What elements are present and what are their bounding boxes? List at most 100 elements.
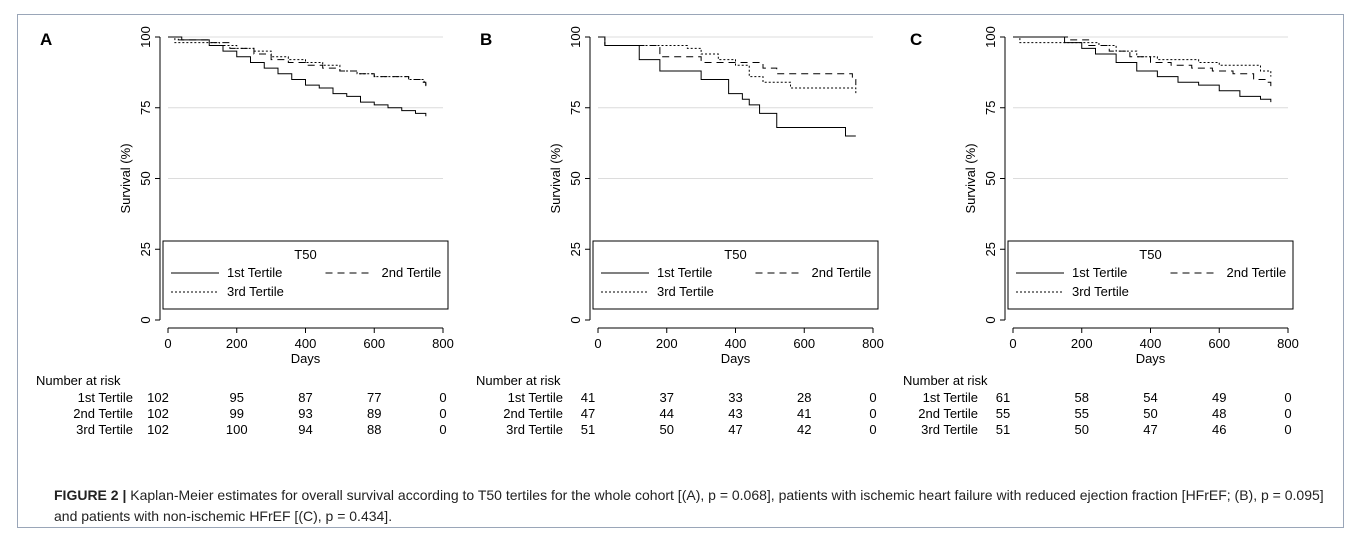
y-tick-label: 0 [983, 316, 998, 323]
y-tick-label: 75 [983, 101, 998, 115]
legend: T50 1st Tertile 2nd Tertile 3rd Tertile [1007, 240, 1294, 310]
risk-row-label: 3rd Tertile [921, 422, 978, 437]
x-axis-title: Days [291, 351, 321, 366]
series-line-3 [598, 36, 857, 94]
risk-value: 50 [1075, 422, 1089, 437]
series-line-1 [168, 36, 427, 117]
legend-label-1: 1st Tertile [1072, 265, 1127, 280]
risk-value: 47 [581, 406, 595, 421]
risk-value: 0 [1284, 406, 1291, 421]
risk-value: 0 [439, 422, 446, 437]
series-line-1 [1013, 36, 1272, 103]
caption-text: Kaplan-Meier estimates for overall survi… [54, 487, 1324, 524]
risk-value: 94 [298, 422, 312, 437]
x-tick-label: 800 [432, 336, 454, 351]
risk-value: 0 [1284, 422, 1291, 437]
y-tick-label: 0 [568, 316, 583, 323]
risk-value: 43 [728, 406, 742, 421]
risk-row-label: 3rd Tertile [76, 422, 133, 437]
risk-value: 50 [660, 422, 674, 437]
risk-value: 93 [298, 406, 312, 421]
risk-value: 0 [439, 406, 446, 421]
risk-row-label: 2nd Tertile [73, 406, 133, 421]
risk-value: 44 [660, 406, 674, 421]
x-tick-label: 200 [1071, 336, 1093, 351]
risk-value: 28 [797, 390, 811, 405]
risk-value: 48 [1212, 406, 1226, 421]
risk-value: 47 [1143, 422, 1157, 437]
x-tick-label: 600 [363, 336, 385, 351]
risk-value: 55 [996, 406, 1010, 421]
legend-title: T50 [1139, 247, 1161, 262]
risk-value: 100 [226, 422, 248, 437]
risk-value: 0 [869, 406, 876, 421]
series-line-2 [598, 36, 857, 86]
x-tick-label: 400 [725, 336, 747, 351]
x-tick-label: 200 [226, 336, 248, 351]
risk-row-label: 2nd Tertile [503, 406, 563, 421]
y-tick-label: 25 [983, 242, 998, 256]
y-tick-label: 100 [568, 26, 583, 48]
legend-box [1007, 240, 1294, 310]
x-tick-label: 0 [164, 336, 171, 351]
risk-value: 77 [367, 390, 381, 405]
x-tick-label: 200 [656, 336, 678, 351]
risk-value: 51 [996, 422, 1010, 437]
risk-value: 54 [1143, 390, 1157, 405]
risk-table-title: Number at risk [476, 373, 561, 388]
risk-value: 102 [147, 422, 169, 437]
risk-value: 102 [147, 390, 169, 405]
chart-panel-a: A 0 25 50 75 100 0 200 400 600 800 Survival (%) Days… [36, 26, 454, 437]
y-tick-label: 25 [138, 242, 153, 256]
risk-table: Number at risk 1st Tertile 41 37 33 28 0 2nd Te… [476, 373, 877, 437]
risk-value: 41 [797, 406, 811, 421]
risk-value: 61 [996, 390, 1010, 405]
risk-value: 49 [1212, 390, 1226, 405]
x-tick-label: 0 [594, 336, 601, 351]
risk-value: 37 [660, 390, 674, 405]
legend-label-1: 1st Tertile [657, 265, 712, 280]
x-axis-title: Days [1136, 351, 1166, 366]
legend-label-2: 2nd Tertile [812, 265, 872, 280]
legend-label-2: 2nd Tertile [382, 265, 442, 280]
x-tick-label: 400 [1140, 336, 1162, 351]
y-axis-title: Survival (%) [963, 143, 978, 213]
legend-box [592, 240, 879, 310]
risk-value: 50 [1143, 406, 1157, 421]
legend-title: T50 [294, 247, 316, 262]
chart-panel-b: B 0 25 50 75 100 0 200 400 600 800 Survival (%) Days… [476, 26, 884, 437]
y-tick-label: 100 [138, 26, 153, 48]
risk-value: 0 [439, 390, 446, 405]
series-line-2 [168, 36, 427, 88]
risk-row-label: 1st Tertile [78, 390, 133, 405]
x-tick-label: 800 [862, 336, 884, 351]
x-tick-label: 600 [1208, 336, 1230, 351]
series-line-3 [168, 36, 427, 86]
risk-value: 46 [1212, 422, 1226, 437]
figure-caption: FIGURE 2 | Kaplan-Meier estimates for ov… [54, 485, 1344, 527]
legend-label-3: 3rd Tertile [227, 284, 284, 299]
risk-table: Number at risk 1st Tertile 102 95 87 77 0 2nd T… [36, 373, 447, 437]
panel-letter: B [480, 30, 492, 49]
risk-table-title: Number at risk [36, 373, 121, 388]
risk-value: 88 [367, 422, 381, 437]
risk-value: 87 [298, 390, 312, 405]
risk-value: 58 [1075, 390, 1089, 405]
y-tick-label: 75 [138, 101, 153, 115]
legend: T50 1st Tertile 2nd Tertile 3rd Tertile [592, 240, 879, 310]
y-tick-label: 50 [138, 171, 153, 185]
figure-frame: A 0 25 50 75 100 0 200 400 600 800 Survival (%) Days… [17, 14, 1344, 528]
risk-value: 102 [147, 406, 169, 421]
y-tick-label: 0 [138, 316, 153, 323]
y-tick-label: 100 [983, 26, 998, 48]
series-line-3 [1013, 36, 1272, 77]
y-axis-title: Survival (%) [548, 143, 563, 213]
risk-table: Number at risk 1st Tertile 61 58 54 49 0 2nd Te… [903, 373, 1292, 437]
risk-value: 55 [1075, 406, 1089, 421]
risk-value: 95 [230, 390, 244, 405]
risk-row-label: 1st Tertile [923, 390, 978, 405]
figure-charts: A 0 25 50 75 100 0 200 400 600 800 Survival (%) Days… [36, 26, 1299, 437]
risk-value: 99 [230, 406, 244, 421]
legend-label-3: 3rd Tertile [1072, 284, 1129, 299]
risk-value: 89 [367, 406, 381, 421]
